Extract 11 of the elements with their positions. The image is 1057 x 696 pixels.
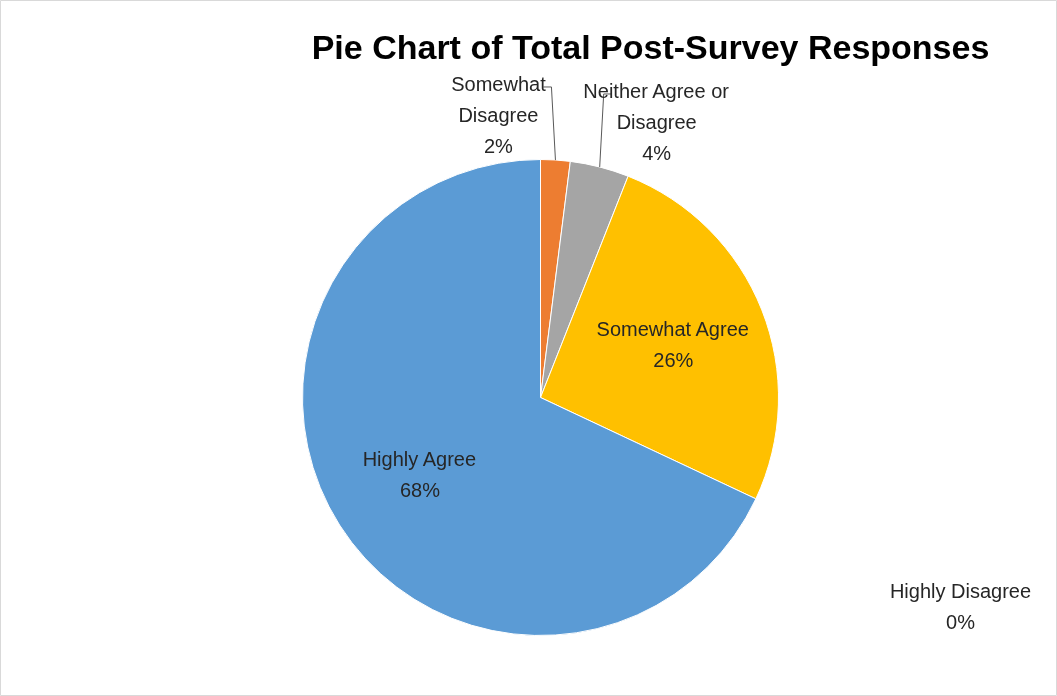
slice-label: Highly Agree <box>362 447 477 470</box>
slice-label: Somewhat Agree <box>596 318 749 341</box>
slice-label: Neither Agree or Disagree <box>583 79 730 133</box>
data-label: 4% <box>642 141 672 164</box>
data-label: 2% <box>483 134 514 157</box>
data-label: 68% <box>399 478 441 501</box>
chart-title: Pie Chart of Total Post-Survey Responses <box>311 27 990 66</box>
text: 0% <box>946 611 975 633</box>
data-label: 26% <box>653 349 694 372</box>
slice-label: Somewhat Disagree <box>451 72 547 126</box>
category-label: Highly Disagree <box>889 580 1032 602</box>
